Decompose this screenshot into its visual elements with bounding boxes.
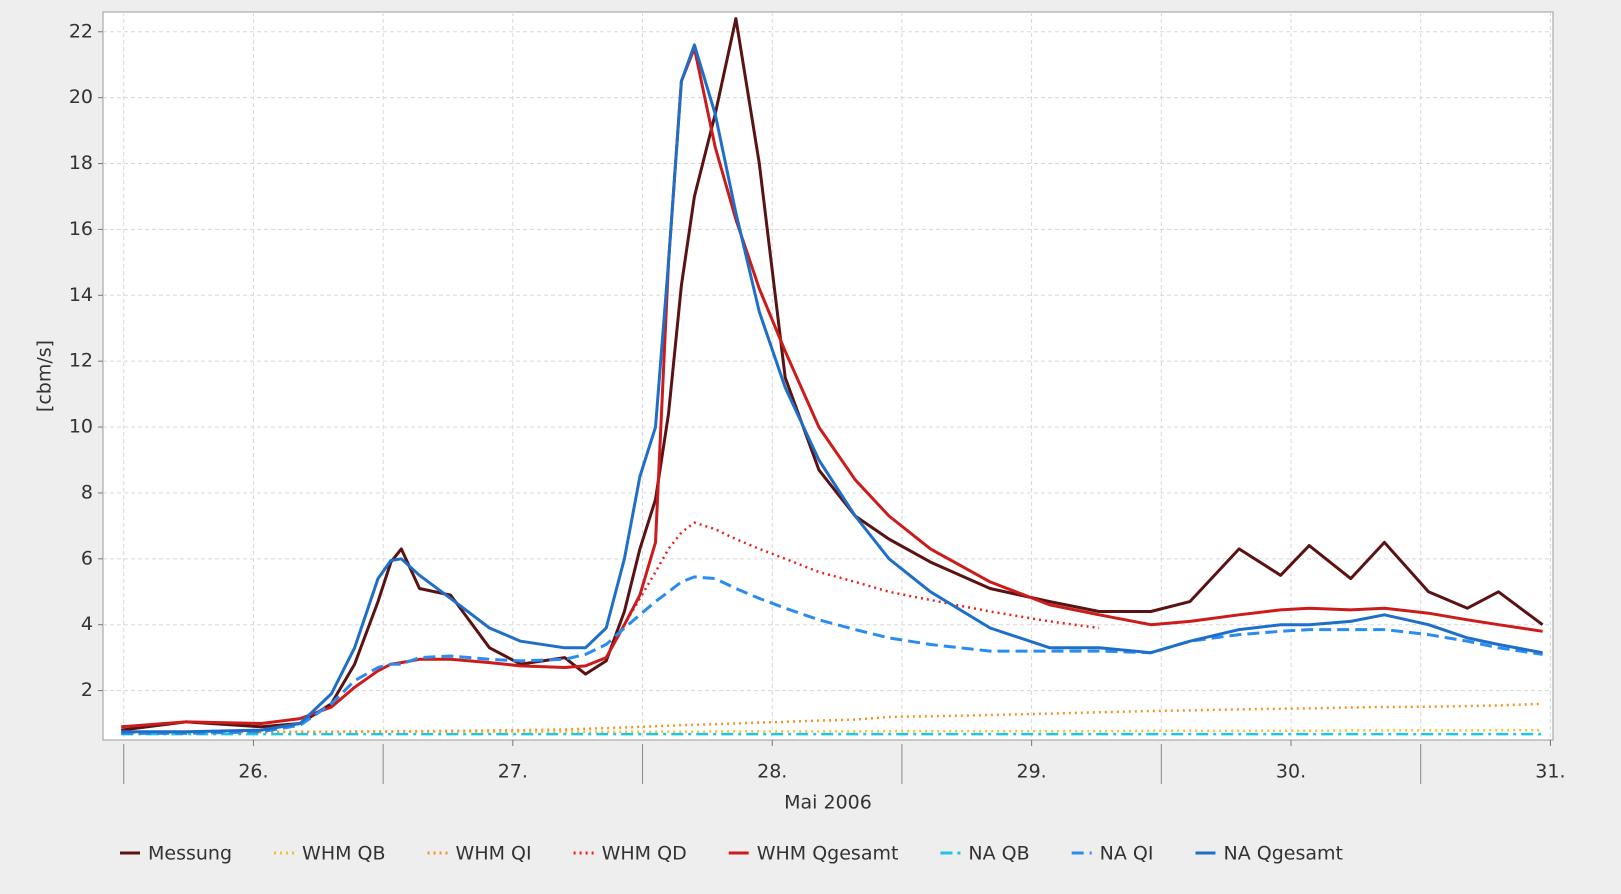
plot-area [102,11,1554,741]
y-tick-label: 12 [69,350,93,372]
series-line [121,43,1543,734]
series-line [605,521,1100,659]
legend-label: NA QB [968,843,1029,865]
y-tick-label: 2 [81,679,93,701]
y-tick-label: 10 [69,416,93,438]
y-tick-label: 4 [81,613,93,635]
y-axis-label: [cbm/s] [34,340,56,412]
y-tick-label: 14 [69,284,93,306]
legend-label: WHM Qgesamt [757,843,899,865]
legend-label: NA Qgesamt [1223,843,1342,865]
y-tick-label: 22 [69,20,93,42]
legend-label: WHM QB [302,843,386,865]
x-tick-label: 26. [238,761,268,783]
series-line [121,575,1543,735]
y-tick-label: 20 [69,86,93,108]
x-axis-label: Mai 2006 [784,792,872,814]
y-tick-label: 6 [81,547,93,569]
series-line [121,702,1543,735]
legend-label: WHM QI [456,843,532,865]
y-tick-label: 18 [69,152,93,174]
x-tick-label: 27. [498,761,528,783]
y-tick-label: 8 [81,481,93,503]
y-tick-label: 16 [69,218,93,240]
x-tick-label: 31. [1535,761,1565,783]
x-tick-label: 29. [1017,761,1047,783]
legend-label: NA QI [1100,843,1154,865]
x-tick-label: 28. [757,761,787,783]
legend-label: WHM QD [602,843,687,865]
legend-label: Messung [148,843,232,865]
x-tick-label: 30. [1276,761,1306,783]
